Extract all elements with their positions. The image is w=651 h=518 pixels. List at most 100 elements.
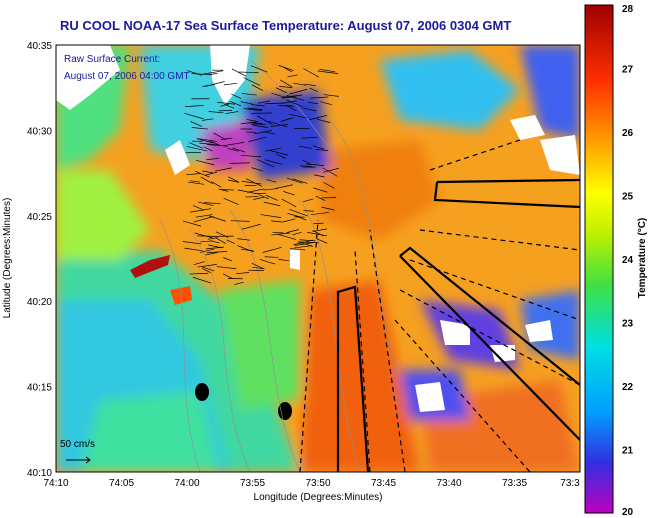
colorbar-tick-label: 20 (622, 507, 634, 518)
current-vector (309, 115, 328, 121)
current-vector (223, 273, 234, 280)
x-tick-label: 74:00 (174, 478, 199, 489)
current-vector (215, 167, 232, 172)
map-title: RU COOL NOAA-17 Sea Surface Temperature:… (60, 18, 512, 33)
current-vector (229, 162, 250, 164)
current-vector (195, 214, 213, 218)
current-vector (310, 212, 329, 216)
current-vector (302, 198, 314, 203)
current-vector (189, 142, 203, 149)
current-vector (223, 257, 233, 262)
current-vector (206, 144, 228, 147)
current-vector (204, 202, 221, 205)
current-vector (195, 170, 210, 178)
current-vector (205, 252, 218, 256)
colorbar-tick-label: 25 (622, 192, 634, 203)
current-vector (316, 118, 331, 123)
current-vector (305, 163, 325, 166)
current-vector (299, 239, 316, 242)
current-vector (259, 259, 276, 265)
current-vector (316, 238, 328, 244)
current-vector (207, 73, 218, 76)
current-vector (241, 93, 257, 96)
current-vector (202, 70, 224, 75)
current-vector (196, 138, 217, 142)
current-vector (252, 124, 268, 128)
current-vector (234, 281, 244, 285)
current-vector (276, 153, 286, 159)
current-vector (286, 99, 303, 108)
current-vector (287, 177, 303, 184)
colorbar-tick-label: 24 (622, 255, 634, 266)
current-vector (302, 159, 313, 166)
current-vector (322, 167, 338, 177)
current-vector (258, 194, 269, 200)
current-vector (307, 102, 319, 104)
current-vector (199, 142, 219, 146)
x-tick-label: 73:40 (436, 478, 461, 489)
current-vector (218, 109, 233, 112)
inset-line-2: August 07, 2006 04:00 GMT (64, 71, 190, 82)
current-vector (263, 201, 281, 207)
current-vector (278, 258, 289, 262)
current-vector (240, 121, 259, 125)
current-vector (251, 84, 264, 92)
current-vector (283, 94, 303, 98)
x-tick-label: 73:55 (240, 478, 265, 489)
current-vector (251, 262, 265, 270)
current-vector (313, 187, 328, 193)
current-vector (246, 178, 263, 187)
x-axis-label: Longitude (Degrees:Minutes) (254, 492, 383, 503)
x-axis-ticks: 74:10 74:05 74:00 73:55 73:50 73:45 73:40 73:35… (43, 478, 580, 489)
current-vector (241, 180, 262, 185)
current-vector (182, 241, 202, 245)
current-vector (299, 145, 312, 149)
current-vector (202, 170, 213, 174)
x-tick-label: 73:35 (502, 478, 527, 489)
current-vector (287, 212, 301, 218)
current-vector (227, 148, 239, 152)
current-vector (192, 276, 212, 284)
current-vector (205, 171, 217, 176)
scale-label: 50 cm/s (60, 439, 95, 450)
current-vector (289, 113, 307, 119)
current-vector (208, 111, 224, 114)
current-vector (303, 210, 315, 212)
current-vector (237, 189, 257, 195)
x-tick-label: 74:10 (43, 478, 68, 489)
current-vector (193, 261, 205, 266)
current-vector (223, 82, 238, 86)
current-vector (203, 146, 213, 152)
current-vector (294, 245, 313, 249)
x-tick-label: 74:05 (109, 478, 134, 489)
current-vector (319, 68, 336, 73)
colorbar-tick-label: 27 (622, 65, 634, 76)
current-vector (293, 239, 314, 246)
current-vector (238, 71, 259, 74)
sst-map (56, 45, 580, 472)
current-vector (221, 189, 234, 191)
current-vector (280, 96, 297, 99)
current-vector (312, 228, 327, 232)
x-tick-label: 73:50 (305, 478, 330, 489)
current-vector (197, 138, 214, 144)
current-vector (213, 132, 227, 141)
current-vector (289, 248, 306, 251)
current-vector (315, 149, 329, 151)
current-vector (251, 167, 264, 172)
current-vector (275, 184, 293, 189)
current-vector (286, 229, 299, 234)
y-tick-label: 40:20 (27, 297, 52, 308)
colorbar-tick-label: 21 (622, 446, 634, 457)
y-tick-label: 40:30 (27, 126, 52, 137)
current-vector (235, 272, 250, 275)
current-vector (282, 218, 296, 223)
current-vector (230, 220, 250, 222)
current-vector (323, 94, 339, 97)
current-vector (251, 104, 265, 107)
current-vector (187, 70, 203, 76)
current-vector (317, 70, 339, 74)
current-vector (275, 87, 287, 94)
current-vector (206, 251, 228, 254)
current-vector (200, 240, 213, 243)
